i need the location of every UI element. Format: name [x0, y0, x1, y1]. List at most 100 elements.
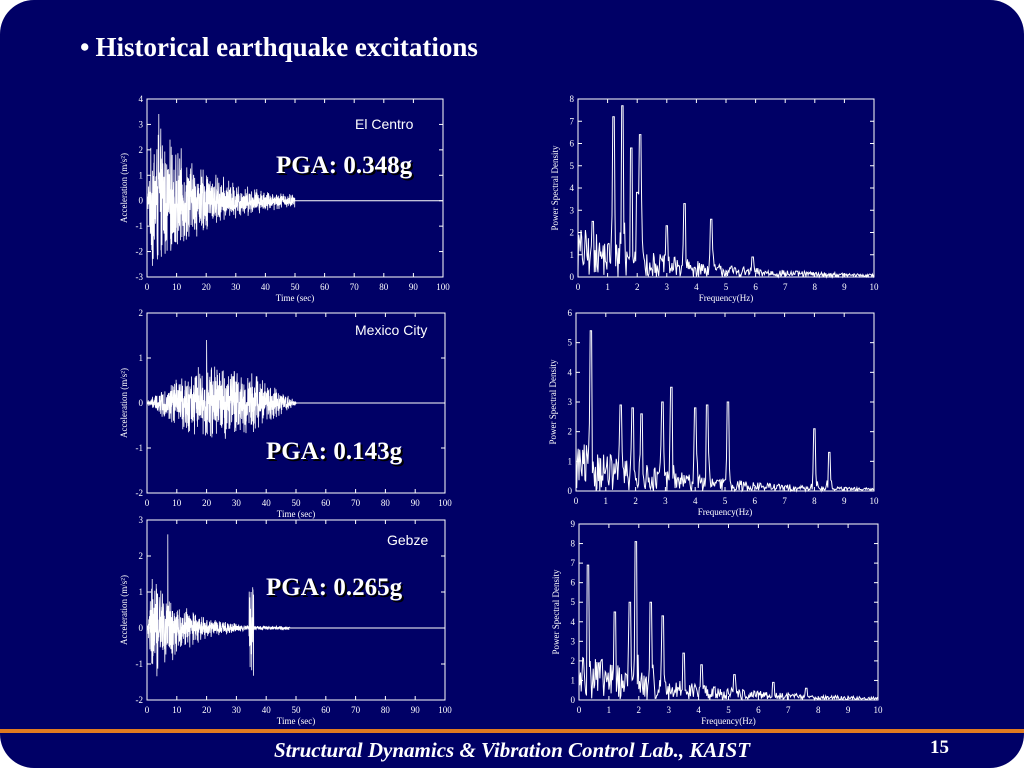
- y-axis-label: Acceleration (m/s²): [119, 575, 129, 645]
- x-tick-label: 70: [350, 282, 360, 292]
- y-tick-label: 0: [571, 695, 576, 705]
- y-tick-label: 9: [571, 519, 576, 529]
- y-tick-label: 2: [570, 228, 575, 238]
- x-axis-label: Frequency(Hz): [701, 716, 755, 726]
- x-tick-label: 80: [379, 282, 389, 292]
- y-tick-label: 0: [568, 486, 573, 496]
- x-axis-label: Time (sec): [276, 293, 314, 303]
- x-tick-label: 0: [145, 498, 150, 508]
- x-tick-label: 8: [813, 282, 818, 292]
- y-tick-label: 6: [571, 578, 576, 588]
- x-tick-label: 30: [232, 498, 242, 508]
- x-tick-label: 2: [637, 705, 642, 715]
- station-label: Mexico City: [355, 322, 428, 338]
- y-tick-label: 2: [139, 145, 144, 155]
- x-tick-label: 50: [292, 705, 302, 715]
- y-tick-label: -2: [136, 695, 144, 705]
- x-tick-label: 0: [576, 282, 581, 292]
- x-tick-label: 3: [663, 496, 668, 506]
- y-tick-label: 2: [139, 308, 144, 318]
- x-tick-label: 10: [172, 705, 182, 715]
- y-tick-label: 1: [139, 353, 144, 363]
- x-tick-label: 20: [202, 498, 212, 508]
- y-tick-label: 8: [570, 94, 575, 104]
- x-tick-label: 90: [411, 705, 421, 715]
- page-number: 15: [930, 737, 949, 758]
- y-tick-label: -1: [136, 659, 144, 669]
- y-tick-label: 4: [139, 94, 144, 104]
- x-tick-label: 7: [783, 282, 788, 292]
- x-tick-label: 0: [574, 496, 579, 506]
- y-tick-label: 4: [570, 183, 575, 193]
- x-tick-label: 6: [753, 496, 758, 506]
- x-tick-label: 100: [438, 705, 452, 715]
- y-tick-label: 2: [568, 427, 573, 437]
- y-tick-label: 2: [139, 551, 144, 561]
- y-tick-label: 8: [571, 539, 576, 549]
- x-tick-label: 60: [321, 705, 331, 715]
- x-tick-label: 30: [232, 705, 242, 715]
- x-tick-label: 5: [724, 282, 729, 292]
- y-tick-label: 6: [568, 308, 573, 318]
- y-tick-label: 7: [571, 558, 576, 568]
- footer-divider: [0, 729, 1024, 733]
- pga-annotation: PGA: 0.348g: [276, 152, 413, 179]
- x-tick-label: 8: [812, 496, 817, 506]
- x-tick-label: 40: [261, 282, 271, 292]
- x-axis-label: Frequency(Hz): [698, 507, 752, 517]
- y-tick-label: 2: [571, 656, 576, 666]
- y-tick-label: 0: [570, 272, 575, 282]
- y-tick-label: 5: [571, 597, 576, 607]
- y-tick-label: 1: [570, 250, 575, 260]
- x-tick-label: 1: [605, 282, 610, 292]
- y-tick-label: 0: [139, 623, 144, 633]
- x-tick-label: 7: [786, 705, 791, 715]
- y-tick-label: -3: [136, 272, 144, 282]
- x-tick-label: 10: [874, 705, 884, 715]
- plot-frame: [578, 523, 879, 701]
- x-tick-label: 9: [846, 705, 851, 715]
- x-tick-label: 10: [172, 498, 182, 508]
- x-tick-label: 6: [753, 282, 758, 292]
- x-tick-label: 5: [726, 705, 731, 715]
- y-tick-label: 3: [570, 205, 575, 215]
- slide-title: • Historical earthquake excitations: [80, 32, 478, 63]
- x-tick-label: 40: [262, 705, 272, 715]
- y-tick-label: 0: [139, 196, 144, 206]
- y-tick-label: 1: [139, 587, 144, 597]
- x-tick-label: 4: [693, 496, 698, 506]
- y-axis-label: Power Spectral Density: [550, 145, 560, 230]
- station-label: Gebze: [387, 532, 429, 548]
- pga-annotation: PGA: 0.143g: [266, 438, 403, 465]
- x-tick-label: 40: [262, 498, 272, 508]
- y-tick-label: 5: [568, 338, 573, 348]
- x-tick-label: 0: [577, 705, 582, 715]
- station-label: El Centro: [355, 116, 414, 132]
- y-tick-label: 7: [570, 116, 575, 126]
- x-tick-label: 6: [756, 705, 761, 715]
- x-axis-label: Time (sec): [277, 509, 315, 519]
- x-tick-label: 4: [694, 282, 699, 292]
- acceleration-trace: [146, 113, 296, 266]
- title-text: Historical earthquake excitations: [95, 32, 478, 62]
- x-tick-label: 4: [696, 705, 701, 715]
- x-tick-label: 80: [381, 498, 391, 508]
- x-tick-label: 60: [320, 282, 330, 292]
- x-tick-label: 7: [782, 496, 787, 506]
- y-tick-label: 4: [568, 367, 573, 377]
- y-tick-label: -1: [136, 443, 144, 453]
- y-tick-label: 1: [568, 456, 573, 466]
- x-tick-label: 20: [202, 282, 212, 292]
- x-axis-label: Frequency(Hz): [699, 293, 753, 303]
- y-tick-label: 4: [571, 617, 576, 627]
- y-tick-label: 3: [139, 515, 144, 525]
- y-tick-label: -1: [136, 221, 144, 231]
- x-tick-label: 70: [351, 498, 361, 508]
- y-tick-label: 1: [571, 675, 576, 685]
- x-tick-label: 100: [436, 282, 450, 292]
